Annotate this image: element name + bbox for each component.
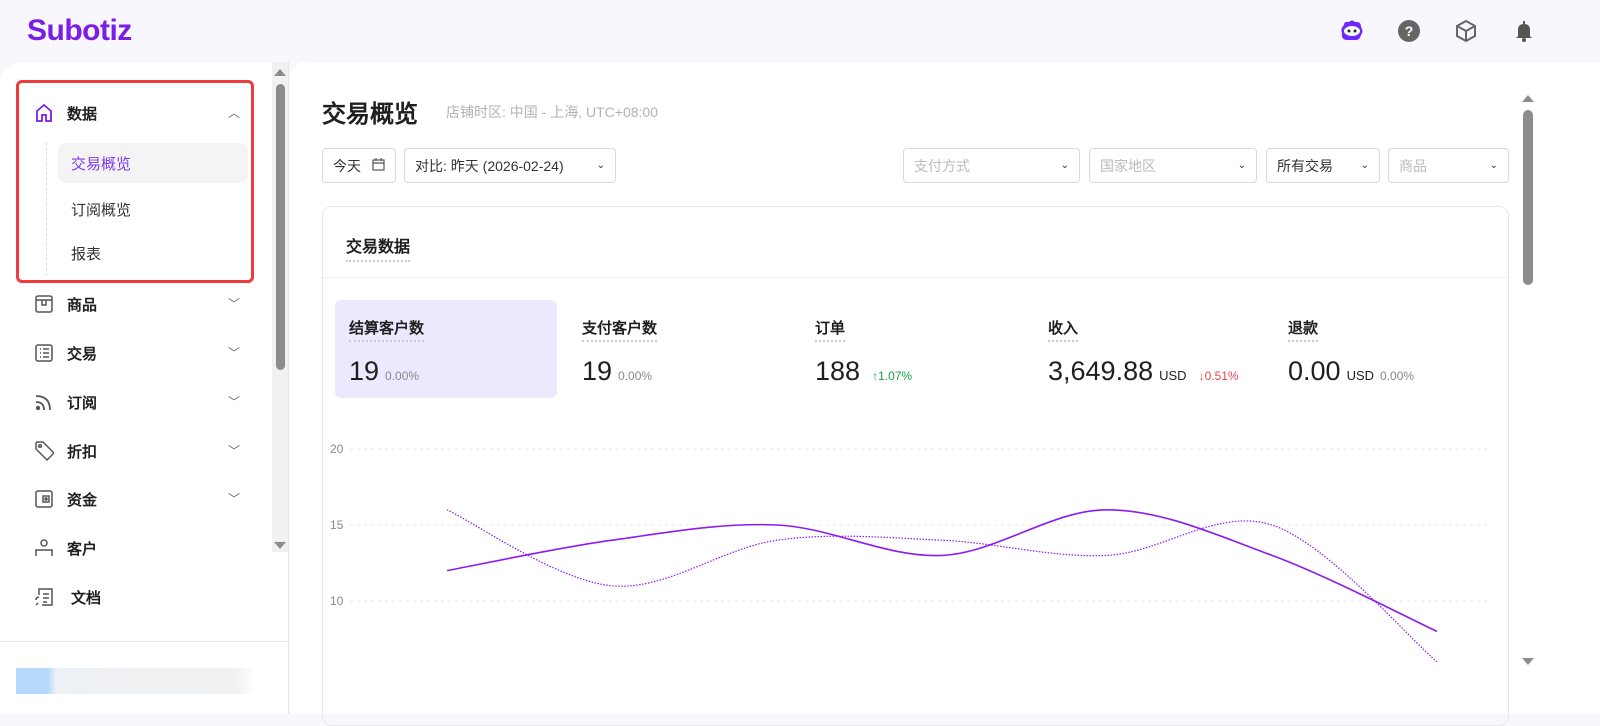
product-placeholder: 商品 [1399, 157, 1427, 174]
sidebar-item-label: 折扣 [67, 443, 98, 461]
metric-orders[interactable]: 订单 188 ↑1.07% [801, 300, 1023, 398]
metric-unit: USD [1159, 368, 1187, 383]
transaction-type-value: 所有交易 [1277, 157, 1333, 174]
sidebar-item-label: 交易 [67, 345, 98, 363]
help-icon[interactable]: ? [1396, 18, 1422, 44]
metric-value: 19 [349, 356, 380, 386]
tag-icon [34, 441, 54, 462]
y-tick-label: 15 [330, 518, 344, 532]
sidebar-subitem-subscription-overview[interactable]: 订阅概览 [71, 201, 132, 219]
svg-text:?: ? [1405, 23, 1414, 39]
y-tick-label: 20 [330, 442, 344, 456]
date-picker[interactable]: 今天 [322, 148, 396, 183]
metric-refunds[interactable]: 退款 0.00 USD 0.00% [1274, 300, 1496, 398]
store-timezone: 店铺时区: 中国 - 上海, UTC+08:00 [446, 104, 658, 120]
series-line-current [446, 508, 1438, 633]
metric-value: 3,649.88 [1048, 356, 1154, 386]
sidebar-item-data[interactable]: 数据 ︿ [34, 98, 244, 128]
metric-value: 188 [815, 356, 861, 386]
chevron-down-icon: ﹀ [227, 395, 240, 409]
highlight-box [16, 80, 254, 283]
scroll-down-arrow-icon[interactable] [274, 542, 286, 549]
rss-icon [34, 392, 54, 412]
document-icon [34, 587, 54, 607]
scroll-up-arrow-icon[interactable] [1522, 95, 1534, 102]
sidebar-item-label: 资金 [67, 491, 98, 509]
card-divider [323, 277, 1508, 278]
scroll-up-arrow-icon[interactable] [274, 69, 286, 76]
logo[interactable]: Subotiz [27, 14, 132, 47]
region-placeholder: 国家地区 [1100, 157, 1156, 174]
product-select[interactable]: 商品 ⌄ [1388, 148, 1509, 183]
sidebar-item-funds[interactable]: 资金 ﹀ [34, 484, 244, 514]
metric-label: 退款 [1288, 317, 1319, 342]
box-icon [34, 294, 54, 314]
sidebar-subitem-transaction-overview[interactable]: 交易概览 [58, 143, 248, 183]
chevron-down-icon: ﹀ [227, 297, 240, 311]
chevron-down-icon: ﹀ [227, 492, 240, 506]
sidebar-item-discounts[interactable]: 折扣 ﹀ [34, 436, 244, 466]
list-icon [34, 343, 54, 363]
chevron-down-icon: ⌄ [1060, 160, 1069, 171]
transaction-type-select[interactable]: 所有交易 ⌄ [1266, 148, 1380, 183]
metric-label: 订单 [815, 317, 846, 342]
sidebar-item-transactions[interactable]: 交易 ﹀ [34, 338, 244, 368]
sidebar-subitem-reports[interactable]: 报表 [71, 245, 102, 263]
card-title: 交易数据 [346, 233, 411, 262]
metric-label: 支付客户数 [582, 317, 658, 342]
bell-icon[interactable] [1511, 18, 1537, 44]
home-icon [34, 103, 54, 123]
line-chart: 20 15 10 [330, 442, 1490, 663]
chevron-down-icon: ﹀ [227, 346, 240, 360]
metric-checkout-customers[interactable]: 结算客户数 19 0.00% [335, 300, 557, 398]
chevron-down-icon: ⌄ [596, 160, 605, 171]
series-line-compare [446, 509, 1438, 663]
metric-value: 0.00 [1288, 356, 1341, 386]
metric-change: 0.00% [1380, 369, 1415, 383]
package-icon[interactable] [1453, 18, 1479, 44]
sidebar-item-label: 订阅 [67, 394, 98, 412]
metric-change: 0.00% [618, 369, 653, 383]
sidebar-item-products[interactable]: 商品 ﹀ [34, 289, 244, 319]
main-scrollbar-thumb[interactable] [1523, 110, 1533, 285]
region-select[interactable]: 国家地区 ⌄ [1089, 148, 1257, 183]
submenu-guide-line [46, 142, 47, 276]
metric-unit: USD [1346, 368, 1375, 383]
metric-change: 0.00% [385, 369, 420, 383]
metric-value: 19 [582, 356, 613, 386]
calendar-icon [372, 157, 385, 174]
chevron-down-icon: ﹀ [227, 444, 240, 458]
compare-value: 对比: 昨天 (2026-02-24) [415, 157, 564, 174]
metric-label: 收入 [1048, 317, 1079, 342]
metric-revenue[interactable]: 收入 3,649.88 USD ↓0.51% [1034, 300, 1274, 398]
user-icon [34, 538, 54, 558]
sidebar-item-label: 商品 [67, 296, 98, 314]
y-tick-label: 10 [330, 594, 344, 608]
sidebar-item-label: 客户 [67, 540, 98, 558]
payment-method-select[interactable]: 支付方式 ⌄ [903, 148, 1080, 183]
sidebar-item-label: 文档 [71, 589, 102, 607]
chevron-down-icon: ⌄ [1489, 160, 1498, 171]
sidebar-divider [0, 641, 289, 642]
sidebar-item-label: 数据 [67, 105, 98, 123]
account-info-blurred[interactable] [16, 668, 256, 694]
date-value: 今天 [333, 157, 361, 174]
scroll-down-arrow-icon[interactable] [1522, 658, 1534, 665]
sidebar-item-customers[interactable]: 客户 [34, 533, 244, 563]
compare-select[interactable]: 对比: 昨天 (2026-02-24) ⌄ [404, 148, 616, 183]
sidebar-item-docs[interactable]: 文档 [34, 582, 244, 612]
wallet-icon [34, 489, 54, 509]
metric-label: 结算客户数 [349, 317, 425, 342]
sidebar-item-subscriptions[interactable]: 订阅 ﹀ [34, 387, 244, 417]
chevron-down-icon: ⌄ [1237, 160, 1246, 171]
assistant-bot-icon[interactable] [1339, 18, 1365, 44]
payment-placeholder: 支付方式 [914, 157, 970, 174]
chevron-up-icon: ︿ [227, 106, 240, 120]
sidebar-scrollbar-thumb[interactable] [276, 84, 285, 370]
page-title: 交易概览 [322, 101, 418, 128]
metric-change: ↓0.51% [1198, 369, 1239, 383]
chevron-down-icon: ⌄ [1360, 160, 1369, 171]
metric-change: ↑1.07% [872, 369, 913, 383]
metric-paying-customers[interactable]: 支付客户数 19 0.00% [568, 300, 790, 398]
